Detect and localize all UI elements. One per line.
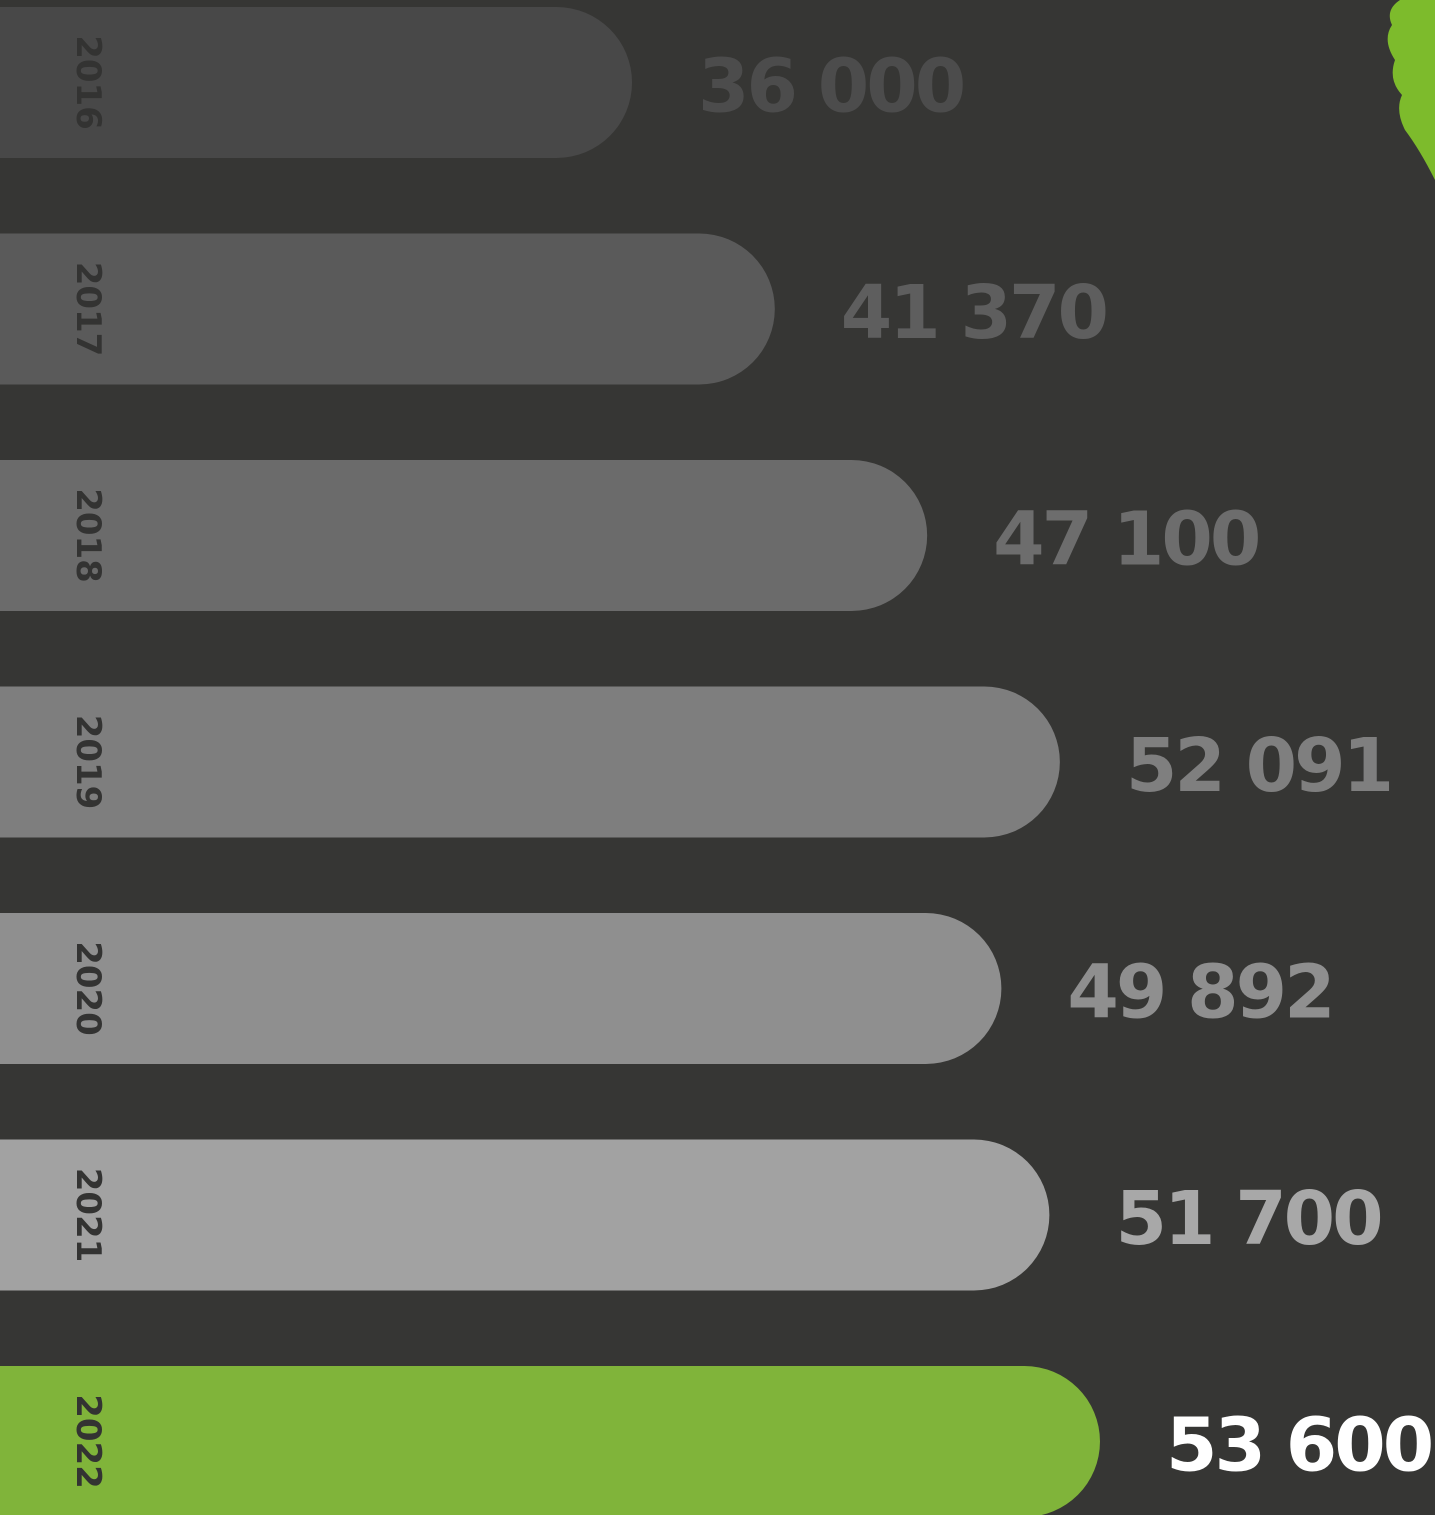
bar <box>0 1366 1100 1515</box>
year-label: 2016 <box>68 35 108 130</box>
bar <box>0 687 1060 838</box>
year-label: 2020 <box>68 941 108 1036</box>
bar <box>0 1140 1049 1291</box>
year-label: 2017 <box>68 262 108 357</box>
bar <box>0 234 775 385</box>
year-label: 2019 <box>68 715 108 810</box>
value-label: 53 600 <box>1166 1403 1431 1489</box>
value-label: 41 370 <box>841 270 1106 356</box>
year-label: 2022 <box>68 1394 108 1489</box>
chart: 2016 36 000 2017 41 370 2018 47 100 2019 52 091… <box>0 0 1435 1515</box>
value-label: 51 700 <box>1115 1176 1380 1262</box>
value-label: 47 100 <box>993 497 1258 583</box>
value-label: 52 091 <box>1126 723 1391 809</box>
bar <box>0 460 927 611</box>
bar <box>0 913 1001 1064</box>
year-label: 2018 <box>68 488 108 583</box>
value-label: 49 892 <box>1067 950 1332 1036</box>
year-label: 2021 <box>68 1168 108 1263</box>
value-label: 36 000 <box>698 44 963 130</box>
